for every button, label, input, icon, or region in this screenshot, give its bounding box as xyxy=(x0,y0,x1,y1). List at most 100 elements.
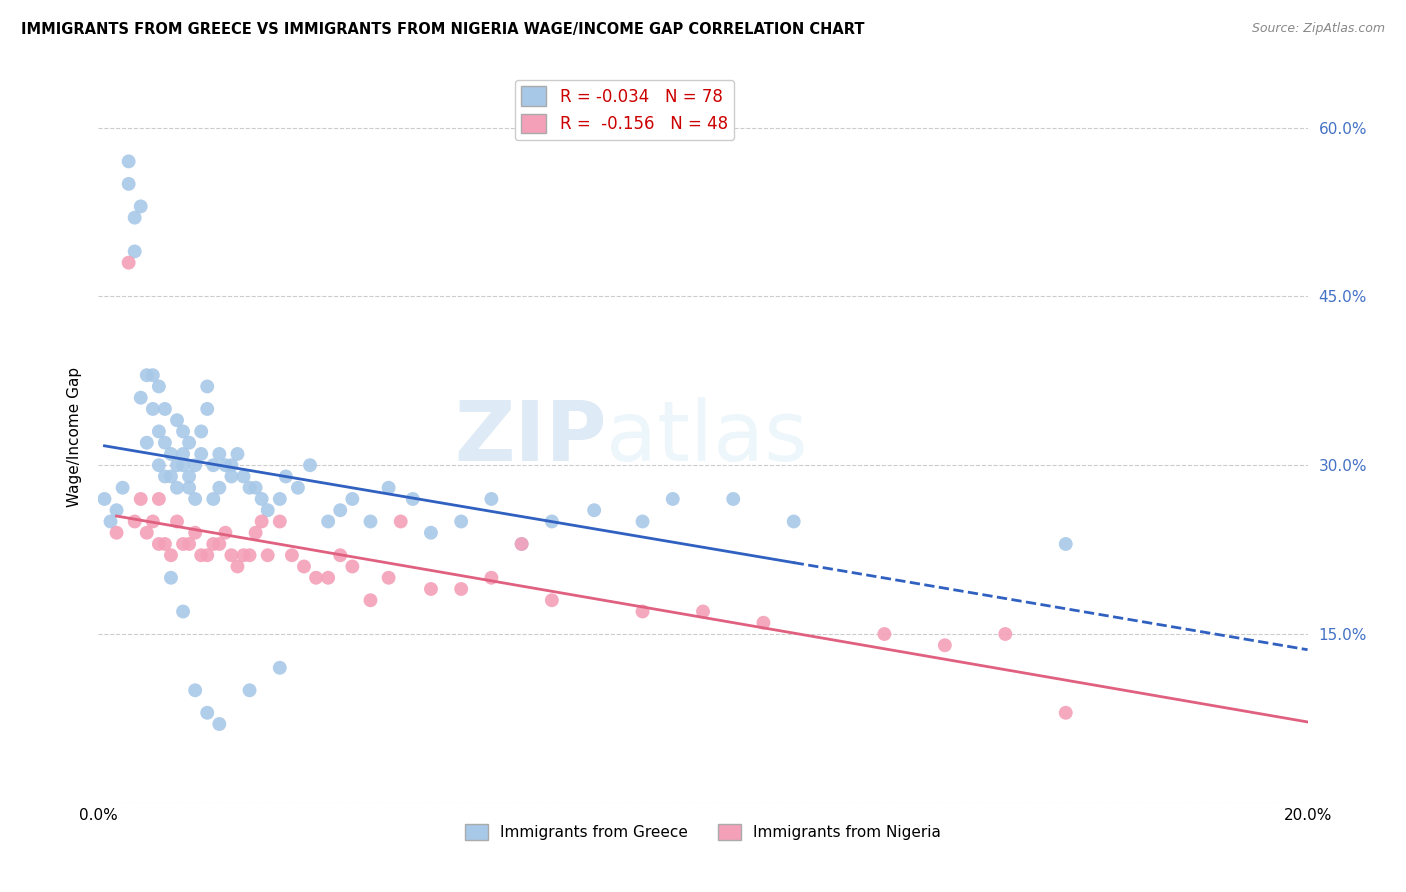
Point xyxy=(256,548,278,562)
Point xyxy=(148,425,170,439)
Point xyxy=(135,525,157,540)
Point xyxy=(148,491,170,506)
Point xyxy=(202,491,225,506)
Point xyxy=(179,469,201,483)
Point xyxy=(256,503,278,517)
Point xyxy=(269,515,291,529)
Legend: Immigrants from Greece, Immigrants from Nigeria: Immigrants from Greece, Immigrants from … xyxy=(458,818,948,847)
Text: IMMIGRANTS FROM GREECE VS IMMIGRANTS FROM NIGERIA WAGE/INCOME GAP CORRELATION CH: IMMIGRANTS FROM GREECE VS IMMIGRANTS FRO… xyxy=(21,22,865,37)
Point xyxy=(250,515,273,529)
Point xyxy=(172,458,194,473)
Point xyxy=(190,447,212,461)
Point xyxy=(129,199,152,213)
Point xyxy=(377,481,399,495)
Point xyxy=(316,515,339,529)
Point xyxy=(148,379,170,393)
Point xyxy=(631,515,654,529)
Point xyxy=(934,638,956,652)
Point xyxy=(360,593,382,607)
Point xyxy=(124,515,146,529)
Point xyxy=(202,458,225,473)
Point xyxy=(135,368,157,383)
Point xyxy=(214,458,236,473)
Point xyxy=(221,458,243,473)
Point xyxy=(752,615,775,630)
Point xyxy=(148,537,170,551)
Point xyxy=(723,491,745,506)
Point xyxy=(783,515,806,529)
Point xyxy=(153,401,176,416)
Point xyxy=(160,548,183,562)
Point xyxy=(172,537,194,551)
Point xyxy=(160,447,183,461)
Point xyxy=(153,537,176,551)
Point xyxy=(214,525,236,540)
Point xyxy=(316,571,339,585)
Point xyxy=(184,491,207,506)
Point xyxy=(208,447,231,461)
Point xyxy=(402,491,425,506)
Point xyxy=(287,481,309,495)
Point xyxy=(100,515,122,529)
Point xyxy=(245,481,267,495)
Point xyxy=(450,515,472,529)
Point xyxy=(360,515,382,529)
Point xyxy=(873,627,896,641)
Text: ZIP: ZIP xyxy=(454,397,606,477)
Point xyxy=(299,458,322,473)
Point xyxy=(202,537,225,551)
Point xyxy=(481,491,503,506)
Point xyxy=(239,683,262,698)
Point xyxy=(305,571,328,585)
Point xyxy=(269,491,291,506)
Point xyxy=(172,605,194,619)
Point xyxy=(631,605,654,619)
Point xyxy=(221,469,243,483)
Point xyxy=(389,515,412,529)
Point xyxy=(160,469,183,483)
Point xyxy=(342,491,364,506)
Point xyxy=(118,177,141,191)
Point xyxy=(105,525,128,540)
Point xyxy=(195,401,218,416)
Point xyxy=(179,537,201,551)
Point xyxy=(148,458,170,473)
Point xyxy=(208,717,231,731)
Point xyxy=(118,255,141,269)
Point xyxy=(510,537,533,551)
Point xyxy=(184,458,207,473)
Point xyxy=(226,559,249,574)
Point xyxy=(661,491,683,506)
Point xyxy=(190,548,212,562)
Point xyxy=(166,515,188,529)
Point xyxy=(540,593,562,607)
Point xyxy=(184,525,207,540)
Point xyxy=(160,571,183,585)
Point xyxy=(226,447,249,461)
Point xyxy=(281,548,304,562)
Point xyxy=(329,503,352,517)
Point xyxy=(1054,706,1077,720)
Point xyxy=(142,515,165,529)
Point xyxy=(583,503,606,517)
Point xyxy=(179,481,201,495)
Point xyxy=(93,491,115,506)
Point xyxy=(124,211,146,225)
Point xyxy=(190,425,212,439)
Point xyxy=(232,548,254,562)
Point xyxy=(195,706,218,720)
Point xyxy=(208,537,231,551)
Point xyxy=(292,559,315,574)
Point xyxy=(129,391,152,405)
Point xyxy=(142,401,165,416)
Point xyxy=(510,537,533,551)
Point xyxy=(195,379,218,393)
Point xyxy=(250,491,273,506)
Point xyxy=(540,515,562,529)
Point xyxy=(184,683,207,698)
Point xyxy=(111,481,134,495)
Point xyxy=(142,368,165,383)
Y-axis label: Wage/Income Gap: Wage/Income Gap xyxy=(67,367,83,508)
Point xyxy=(274,469,297,483)
Text: Source: ZipAtlas.com: Source: ZipAtlas.com xyxy=(1251,22,1385,36)
